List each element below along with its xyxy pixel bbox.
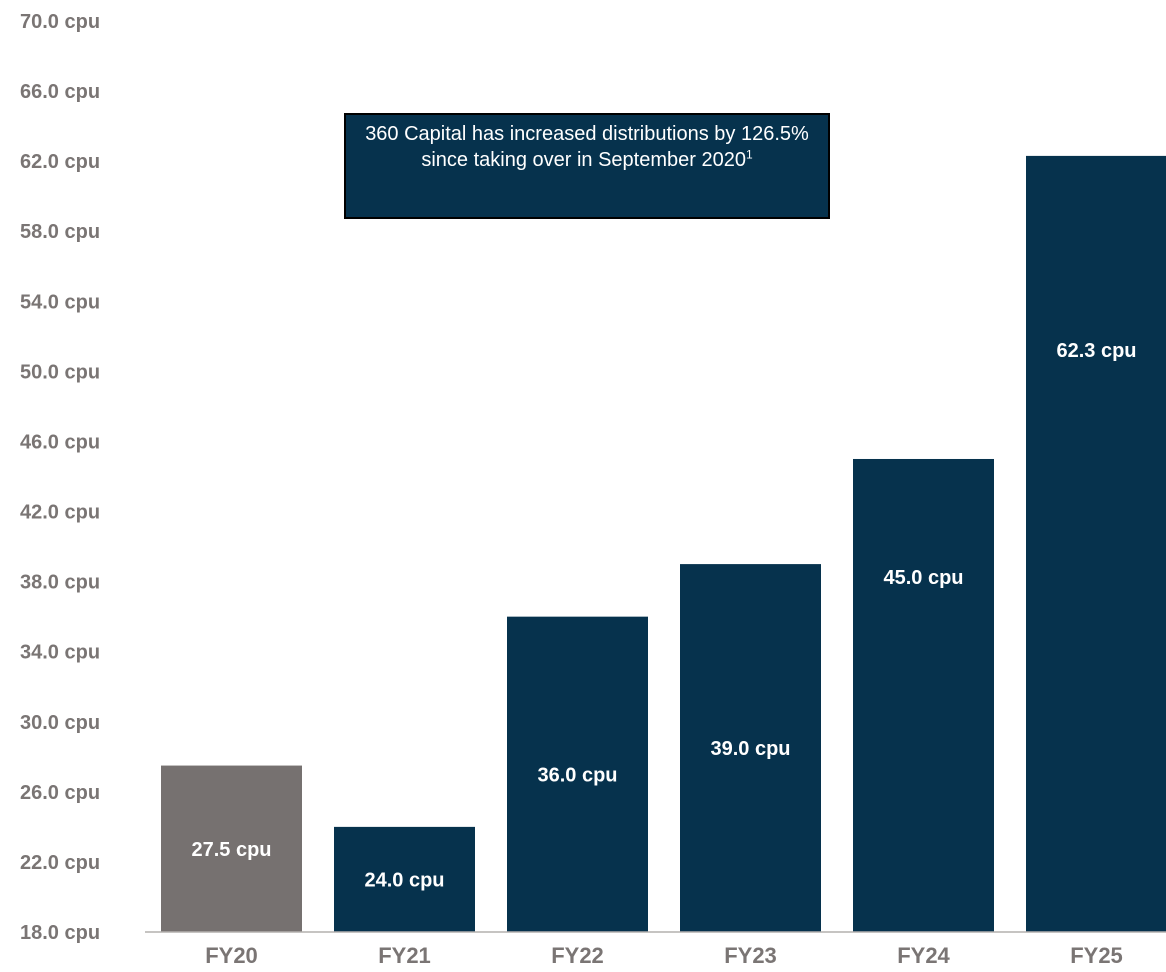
data-label: 24.0 cpu (364, 869, 444, 891)
data-label: 45.0 cpu (883, 567, 963, 589)
y-tick-label: 54.0 cpu (20, 291, 100, 313)
y-tick-label: 30.0 cpu (20, 712, 100, 734)
x-tick-label: FY21 (378, 943, 431, 968)
y-tick-label: 58.0 cpu (20, 221, 100, 243)
bar-fy23 (680, 564, 821, 932)
y-tick-label: 22.0 cpu (20, 852, 100, 874)
y-tick-label: 66.0 cpu (20, 81, 100, 103)
bar-fy25 (1026, 155, 1166, 932)
y-tick-label: 50.0 cpu (20, 361, 100, 383)
y-tick-label: 26.0 cpu (20, 782, 100, 804)
x-axis-labels: FY20 FY21 FY22 FY23 FY24 FY25 (205, 943, 1123, 968)
callout-box: 360 Capital has increased distributions … (344, 113, 830, 219)
y-tick-label: 38.0 cpu (20, 572, 100, 594)
y-tick-label: 70.0 cpu (20, 11, 100, 33)
data-labels: 27.5 cpu 24.0 cpu 36.0 cpu 39.0 cpu 45.0 cpu… (191, 340, 1136, 892)
y-tick-label: 18.0 cpu (20, 922, 100, 944)
bar-fy20 (161, 765, 302, 932)
callout-text: 360 Capital has increased distributions … (365, 123, 809, 171)
bar-fy24 (853, 458, 994, 932)
y-tick-label: 42.0 cpu (20, 502, 100, 524)
x-tick-label: FY25 (1070, 943, 1123, 968)
y-tick-label: 46.0 cpu (20, 431, 100, 453)
bar-fy22 (507, 616, 648, 932)
y-tick-label: 34.0 cpu (20, 642, 100, 664)
data-label: 39.0 cpu (710, 738, 790, 760)
data-label: 36.0 cpu (537, 764, 617, 786)
y-tick-label: 62.0 cpu (20, 151, 100, 173)
bar-fy21 (334, 826, 475, 932)
bars (161, 155, 1166, 932)
data-label: 62.3 cpu (1056, 340, 1136, 362)
y-axis-ticks: 18.0 cpu 22.0 cpu 26.0 cpu 30.0 cpu 34.0 cpu… (20, 11, 100, 944)
data-label: 27.5 cpu (191, 839, 271, 861)
x-tick-label: FY22 (551, 943, 604, 968)
callout-footnote-marker: 1 (745, 147, 753, 162)
x-tick-label: FY24 (897, 943, 950, 968)
x-tick-label: FY23 (724, 943, 777, 968)
x-tick-label: FY20 (205, 943, 258, 968)
